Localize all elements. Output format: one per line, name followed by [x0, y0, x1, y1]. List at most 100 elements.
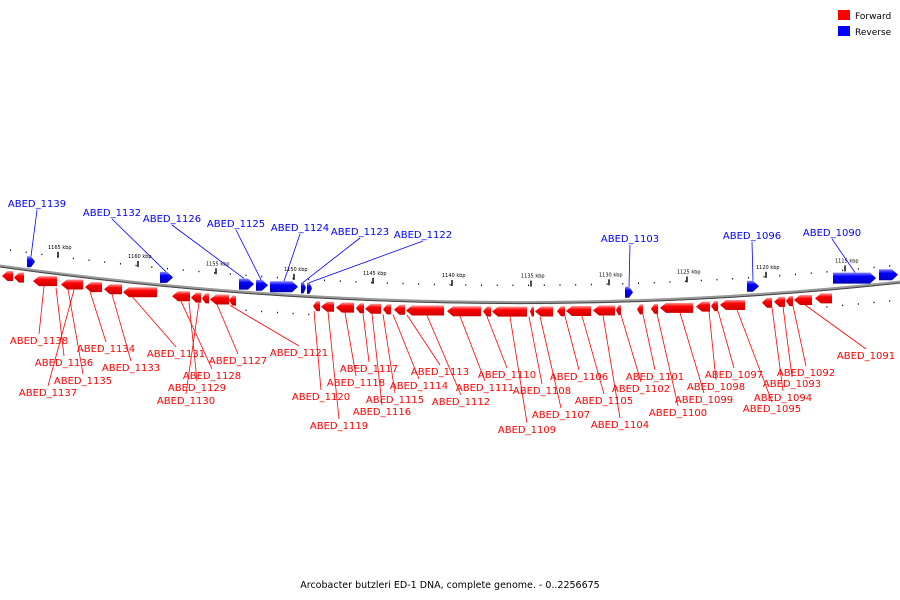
- gene-forward[interactable]: ABED_1104: [591, 315, 649, 431]
- gene-arrow[interactable]: [356, 303, 364, 314]
- gene-arrow[interactable]: [483, 306, 491, 317]
- gene-reverse[interactable]: ABED_1126: [143, 214, 245, 279]
- gene-arrow[interactable]: [786, 296, 793, 307]
- gene-forward[interactable]: ABED_1131: [131, 296, 205, 360]
- gene-label[interactable]: ABED_1134: [77, 344, 135, 355]
- gene-forward[interactable]: ABED_1119: [310, 311, 368, 432]
- gene-forward[interactable]: ABED_1129: [168, 301, 226, 394]
- gene-forward[interactable]: ABED_1121: [229, 305, 328, 359]
- gene-reverse[interactable]: ABED_1123: [302, 227, 389, 283]
- gene-forward[interactable]: ABED_1109: [498, 316, 556, 436]
- gene-label[interactable]: ABED_1095: [743, 404, 801, 415]
- gene-arrow[interactable]: [815, 293, 832, 304]
- gene-label[interactable]: ABED_1121: [270, 348, 328, 359]
- gene-label[interactable]: ABED_1130: [157, 396, 215, 407]
- gene-arrow[interactable]: [720, 299, 745, 310]
- gene-arrow[interactable]: [711, 301, 718, 312]
- gene-arrow[interactable]: [270, 281, 298, 293]
- gene-arrow[interactable]: [406, 305, 444, 316]
- gene-arrow[interactable]: [365, 303, 381, 314]
- gene-label[interactable]: ABED_1113: [411, 367, 469, 378]
- gene-forward[interactable]: ABED_1098: [687, 311, 745, 393]
- gene-arrow[interactable]: [593, 305, 615, 316]
- gene-label[interactable]: ABED_1102: [612, 384, 670, 395]
- gene-label[interactable]: ABED_1115: [366, 395, 424, 406]
- gene-arrow[interactable]: [557, 306, 565, 317]
- gene-label[interactable]: ABED_1133: [102, 363, 160, 374]
- gene-label[interactable]: ABED_1136: [35, 358, 93, 369]
- gene-arrow[interactable]: [321, 301, 334, 312]
- gene-forward[interactable]: ABED_1128: [180, 301, 241, 382]
- gene-label[interactable]: ABED_1128: [183, 371, 241, 382]
- gene-arrow[interactable]: [202, 293, 209, 304]
- gene-arrow[interactable]: [794, 295, 812, 306]
- gene-arrow[interactable]: [879, 269, 898, 281]
- gene-forward[interactable]: ABED_1117: [340, 313, 398, 375]
- gene-arrow[interactable]: [301, 282, 306, 294]
- gene-forward[interactable]: ABED_1095: [736, 309, 801, 415]
- gene-arrow[interactable]: [239, 278, 254, 290]
- gene-label[interactable]: ABED_1103: [601, 234, 659, 245]
- gene-arrow[interactable]: [383, 304, 391, 315]
- gene-label[interactable]: ABED_1108: [513, 386, 571, 397]
- gene-forward[interactable]: ABED_1112: [426, 315, 490, 408]
- gene-arrow[interactable]: [637, 304, 643, 315]
- gene-arrow[interactable]: [566, 306, 591, 317]
- gene-forward[interactable]: ABED_1097: [705, 310, 763, 381]
- gene-label[interactable]: ABED_1135: [54, 376, 112, 387]
- gene-forward[interactable]: ABED_1091: [804, 304, 895, 362]
- gene-arrow[interactable]: [33, 276, 57, 287]
- gene-arrow[interactable]: [229, 295, 236, 306]
- gene-label[interactable]: ABED_1138: [10, 336, 68, 347]
- gene-reverse[interactable]: ABED_1122: [308, 230, 452, 284]
- gene-arrow[interactable]: [210, 294, 229, 305]
- gene-arrow[interactable]: [104, 284, 122, 295]
- gene-arrow[interactable]: [394, 304, 405, 315]
- gene-label[interactable]: ABED_1118: [327, 378, 385, 389]
- gene-arrow[interactable]: [172, 291, 190, 302]
- gene-forward[interactable]: ABED_1138: [10, 285, 68, 347]
- gene-arrow[interactable]: [660, 302, 693, 313]
- gene-arrow[interactable]: [336, 302, 354, 313]
- gene-forward[interactable]: ABED_1100: [649, 313, 707, 419]
- gene-forward[interactable]: ABED_1108: [513, 316, 571, 397]
- gene-label[interactable]: ABED_1123: [331, 227, 389, 238]
- gene-forward[interactable]: ABED_1118: [327, 312, 385, 389]
- gene-arrow[interactable]: [774, 296, 785, 307]
- gene-arrow[interactable]: [191, 292, 201, 303]
- gene-forward[interactable]: ABED_1105: [575, 315, 633, 407]
- gene-arrow[interactable]: [2, 271, 13, 282]
- gene-forward[interactable]: ABED_1099: [675, 312, 733, 406]
- gene-label[interactable]: ABED_1132: [83, 208, 141, 219]
- gene-forward[interactable]: ABED_1137: [19, 289, 77, 399]
- gene-label[interactable]: ABED_1093: [763, 379, 821, 390]
- gene-label[interactable]: ABED_1110: [478, 370, 536, 381]
- gene-label[interactable]: ABED_1120: [292, 392, 350, 403]
- gene-arrow[interactable]: [833, 272, 876, 284]
- gene-label[interactable]: ABED_1096: [723, 231, 781, 242]
- gene-label[interactable]: ABED_1114: [390, 381, 448, 392]
- gene-label[interactable]: ABED_1090: [803, 228, 861, 239]
- gene-label[interactable]: ABED_1094: [754, 393, 812, 404]
- gene-arrow[interactable]: [762, 297, 772, 308]
- gene-reverse[interactable]: ABED_1124: [271, 223, 329, 282]
- gene-label[interactable]: ABED_1124: [271, 223, 329, 234]
- gene-reverse[interactable]: ABED_1125: [207, 219, 265, 280]
- gene-label[interactable]: ABED_1106: [550, 372, 608, 383]
- gene-label[interactable]: ABED_1129: [168, 383, 226, 394]
- gene-arrow[interactable]: [27, 256, 35, 268]
- gene-label[interactable]: ABED_1111: [456, 383, 514, 394]
- gene-arrow[interactable]: [313, 301, 320, 312]
- gene-label[interactable]: ABED_1137: [19, 388, 77, 399]
- gene-forward[interactable]: ABED_1107: [532, 316, 590, 421]
- gene-forward[interactable]: ABED_1114: [390, 314, 448, 392]
- gene-forward[interactable]: ABED_1115: [366, 314, 424, 406]
- gene-forward[interactable]: ABED_1092: [777, 305, 835, 379]
- gene-arrow[interactable]: [14, 272, 24, 283]
- gene-arrow[interactable]: [307, 282, 312, 294]
- gene-forward[interactable]: ABED_1113: [406, 314, 469, 378]
- gene-label[interactable]: ABED_1119: [310, 421, 368, 432]
- gene-label[interactable]: ABED_1105: [575, 396, 633, 407]
- gene-label[interactable]: ABED_1097: [705, 370, 763, 381]
- gene-arrow[interactable]: [123, 287, 157, 298]
